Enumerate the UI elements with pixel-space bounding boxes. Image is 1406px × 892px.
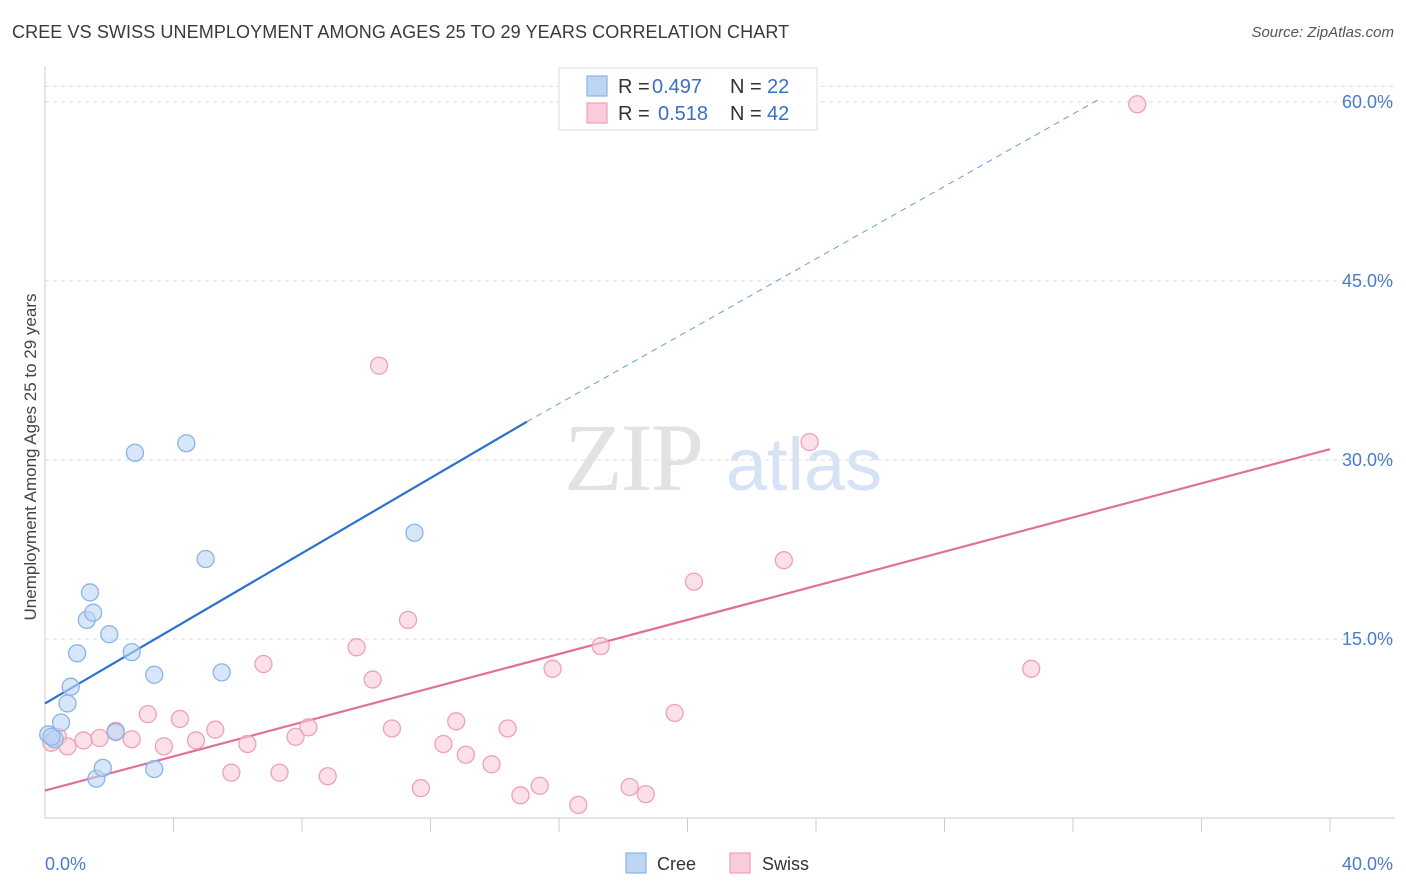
point-cree-19: [212, 663, 231, 682]
point-cree-8: [84, 603, 103, 622]
legend-swiss-n-label: N =: [730, 103, 762, 125]
point-cree-13: [122, 642, 141, 662]
point-cree-5: [67, 644, 87, 663]
point-swiss-34: [591, 636, 610, 656]
point-swiss-22: [382, 719, 402, 738]
point-cree-4: [61, 677, 80, 696]
point-swiss-18: [318, 767, 337, 786]
point-swiss-31: [530, 776, 549, 795]
point-cree-14: [125, 443, 145, 462]
point-cree-20: [405, 523, 424, 542]
point-swiss-32: [543, 659, 562, 678]
x-tick-label-0: 0.0%: [45, 854, 86, 874]
point-swiss-23: [398, 610, 418, 630]
point-swiss-39: [774, 551, 794, 570]
point-swiss-3: [74, 731, 93, 750]
point-swiss-11: [206, 720, 225, 739]
bottom-legend-swatch-swiss: [729, 852, 751, 874]
point-cree-21: [42, 727, 61, 746]
y-tick-label-15: 15.0%: [1342, 629, 1393, 649]
y-axis-label: Unemployment Among Ages 25 to 29 years: [21, 294, 40, 621]
point-cree-16: [145, 665, 164, 684]
point-swiss-15: [270, 763, 289, 782]
point-cree-17: [177, 434, 196, 453]
point-swiss-37: [665, 703, 684, 723]
point-cree-12: [106, 722, 125, 742]
legend-cree-n-value: 22: [767, 76, 789, 98]
point-swiss-30: [511, 786, 530, 805]
point-swiss-42: [1128, 95, 1147, 114]
axes-layer: 15.0% 30.0% 45.0% 60.0% 0.0% 40.0%: [44, 66, 1395, 874]
legend-swatch-cree: [586, 75, 608, 97]
point-swiss-17: [299, 718, 318, 737]
point-swiss-26: [447, 712, 466, 731]
point-swiss-19: [347, 638, 366, 657]
point-swiss-25: [434, 734, 453, 754]
trend-extension-cree: [526, 99, 1099, 423]
point-swiss-14: [254, 654, 273, 674]
point-swiss-21: [369, 356, 389, 375]
point-swiss-12: [222, 763, 241, 782]
watermark-zip: ZIP: [564, 404, 702, 511]
point-swiss-7: [138, 705, 157, 724]
trend-line-cree: [44, 420, 528, 705]
point-swiss-13: [238, 734, 257, 754]
point-swiss-6: [122, 730, 141, 749]
point-swiss-38: [684, 572, 704, 591]
legend-swiss-r-value: 0.518: [658, 103, 708, 125]
point-cree-2: [51, 713, 71, 732]
bottom-legend-cree: Cree: [657, 854, 696, 874]
y-tick-label-45: 45.0%: [1342, 271, 1393, 291]
trend-line-swiss: [44, 448, 1331, 792]
x-tick-label-40: 40.0%: [1342, 854, 1393, 874]
legend-swiss-n-value: 42: [767, 103, 789, 125]
point-swiss-10: [186, 731, 206, 750]
point-swiss-40: [800, 432, 819, 452]
point-cree-15: [145, 759, 164, 779]
bottom-legend-swiss: Swiss: [762, 854, 809, 874]
legend-cree-r-value: 0.497: [652, 76, 702, 98]
point-swiss-4: [90, 728, 109, 748]
chart-title: CREE VS SWISS UNEMPLOYMENT AMONG AGES 25…: [12, 22, 790, 42]
top-legend: R = 0.497 N = 22 R = 0.518 N = 42: [558, 67, 818, 131]
point-swiss-24: [411, 779, 431, 798]
grid-layer: [45, 85, 1395, 640]
legend-swatch-swiss: [586, 102, 608, 124]
legend-cree-r-label: R =: [618, 76, 650, 98]
point-swiss-33: [569, 795, 588, 815]
y-tick-label-30: 30.0%: [1342, 450, 1393, 470]
point-cree-11: [100, 625, 119, 644]
point-cree-7: [80, 583, 100, 602]
point-swiss-35: [620, 777, 639, 797]
bottom-legend: Cree Swiss: [625, 852, 809, 874]
points-layer: [39, 95, 1147, 815]
point-swiss-29: [498, 719, 517, 738]
point-swiss-16: [286, 727, 305, 746]
legend-swiss-r-label: R =: [618, 103, 650, 125]
point-swiss-9: [170, 709, 190, 729]
point-cree-18: [196, 549, 215, 569]
watermark: ZIP atlas: [564, 404, 882, 511]
source-label: Source: ZipAtlas.com: [1251, 24, 1394, 41]
point-swiss-28: [482, 755, 501, 774]
point-swiss-27: [456, 745, 475, 764]
legend-cree-n-label: N =: [730, 76, 762, 98]
point-swiss-8: [154, 737, 174, 756]
point-swiss-41: [1022, 659, 1041, 678]
bottom-legend-swatch-cree: [625, 852, 647, 874]
y-tick-label-60: 60.0%: [1342, 92, 1393, 112]
point-cree-10: [93, 758, 112, 778]
point-swiss-36: [636, 784, 655, 804]
point-cree-3: [58, 694, 77, 713]
point-swiss-20: [363, 670, 382, 689]
